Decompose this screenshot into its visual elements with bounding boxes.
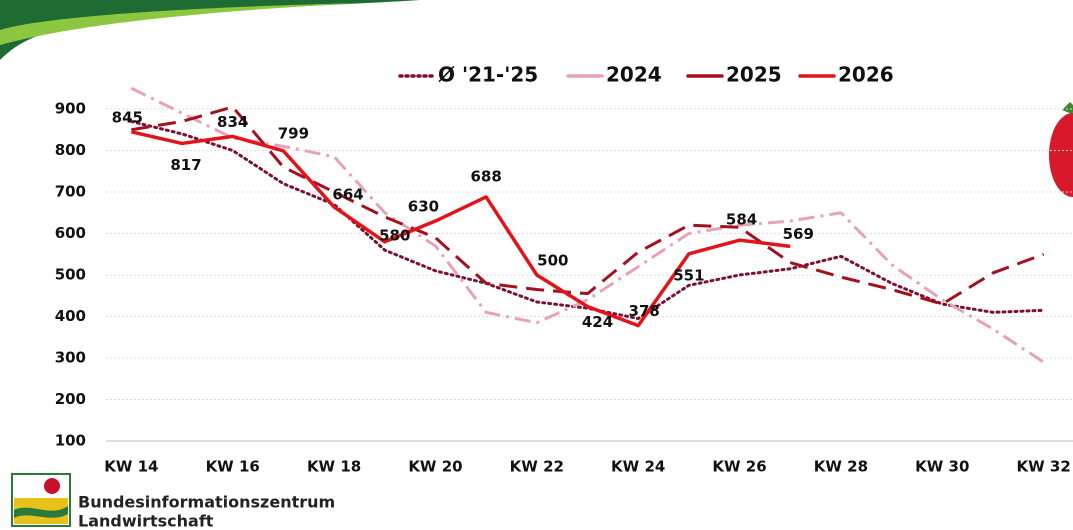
y-tick-label: 200 [55,390,86,408]
data-label: 799 [278,124,309,142]
x-tick-label: KW 30 [915,458,969,476]
data-label: 817 [170,156,201,174]
data-label: 845 [112,108,143,126]
data-label: 500 [537,252,568,270]
x-tick-label: KW 28 [814,458,868,476]
logo-text: Landwirtschaft [78,512,214,530]
logo-sun [44,478,60,494]
legend-label: 2024 [606,63,662,87]
data-label: 584 [726,211,757,229]
data-label: 378 [629,302,660,320]
y-tick-label: 800 [55,141,86,159]
y-tick-label: 100 [55,432,86,450]
data-label: 580 [379,226,410,244]
y-tick-label: 500 [55,266,86,284]
data-label: 834 [217,113,248,131]
data-label: 688 [470,167,501,185]
data-label: 569 [783,225,814,243]
x-tick-label: KW 32 [1017,458,1071,476]
series-line [131,132,790,326]
series-line [131,121,1043,318]
logo-text: Bundesinformationszentrum [78,493,335,512]
legend-label: 2026 [838,63,894,87]
data-label: 424 [582,313,613,331]
y-tick-label: 400 [55,307,86,325]
x-tick-label: KW 14 [104,458,158,476]
x-tick-label: KW 24 [611,458,665,476]
x-tick-label: KW 22 [510,458,564,476]
legend-label: 2025 [726,63,782,87]
x-tick-label: KW 16 [206,458,260,476]
x-tick-label: KW 18 [307,458,361,476]
data-label: 630 [408,198,439,216]
strawberry-leaf [1062,102,1073,114]
logo: Bundesinformationszentrum Landwirtschaft [12,474,335,530]
y-tick-label: 900 [55,100,86,118]
y-tick-label: 600 [55,224,86,242]
legend-label: Ø '21-'25 [438,63,538,87]
page: Bundesinformationszentrum Landwirtschaft… [0,0,1073,530]
data-label: 551 [673,266,704,284]
y-tick-label: 300 [55,349,86,367]
strawberry [1049,113,1073,197]
x-tick-label: KW 26 [712,458,766,476]
x-tick-label: KW 20 [408,458,462,476]
chart: Bundesinformationszentrum Landwirtschaft… [0,0,1073,530]
data-label: 664 [332,185,363,203]
y-tick-label: 700 [55,183,86,201]
